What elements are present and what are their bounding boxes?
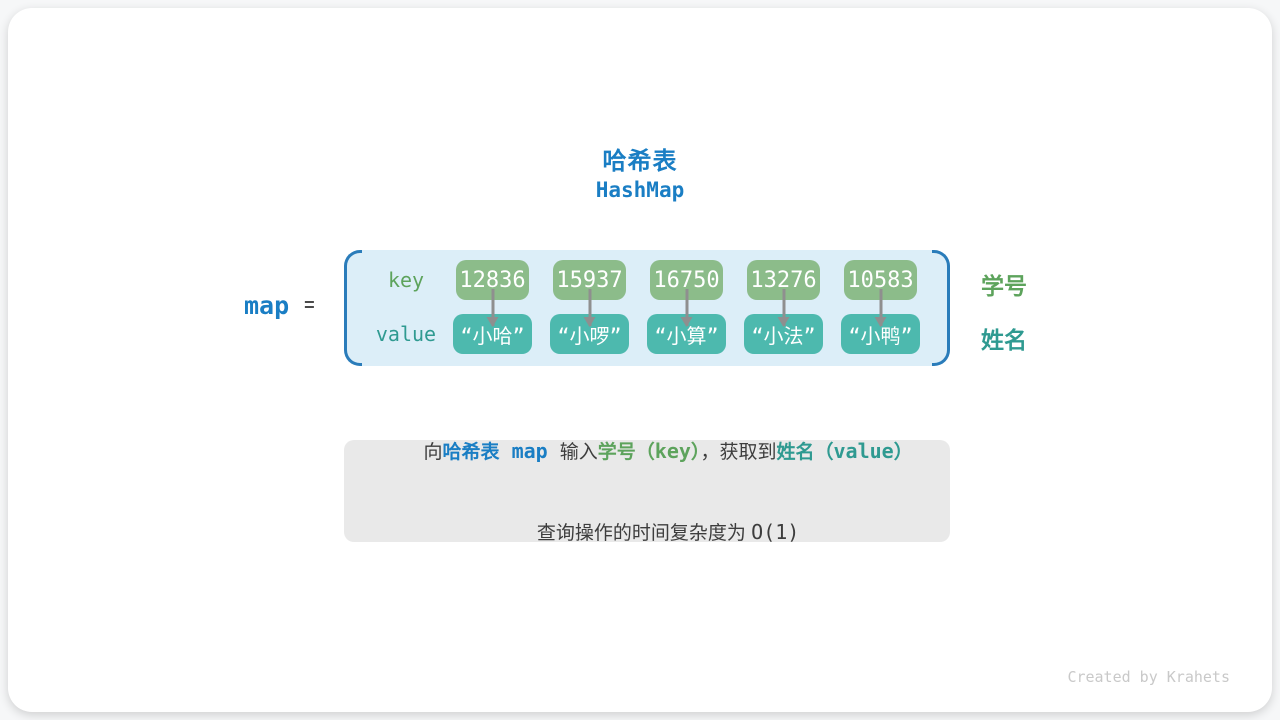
note-line-2: 查询操作的时间复杂度为 O(1)	[495, 496, 800, 567]
note-text-hashtable: 哈希表	[442, 442, 500, 463]
hash-entry-column: 10583 “小鸭”	[832, 250, 929, 354]
arrow-down-icon	[782, 289, 785, 326]
arrow-down-icon	[491, 289, 494, 326]
arrow-down-icon	[685, 289, 688, 326]
hash-entry-column: 15937 “小啰”	[541, 250, 638, 354]
left-bracket-icon	[344, 250, 362, 366]
arrow-down-icon	[588, 289, 591, 326]
note-text: ，获取到	[700, 442, 777, 463]
note-text: 向	[423, 442, 443, 463]
note-text-student-id: 学号	[597, 442, 636, 463]
hash-entry-column: 13276 “小法”	[735, 250, 832, 354]
note-complexity-big-o: O(1)	[751, 520, 800, 544]
arrow-down-icon	[879, 289, 882, 326]
note-text-paren: ）	[690, 442, 701, 463]
note-text-name: 姓名	[776, 442, 815, 463]
note-text: 输入	[559, 442, 598, 463]
hash-table-panel: key value 12836 “小哈” 15937 “小啰” 16750 “小…	[344, 250, 950, 366]
value-box: “小哈”	[453, 314, 532, 354]
page-subtitle: HashMap	[595, 178, 685, 202]
value-row-label: value	[375, 322, 437, 346]
note-text-value: value	[833, 439, 894, 463]
note-line-1: 向哈希表 map 输入学号（key），获取到姓名（value）	[381, 415, 913, 486]
right-bracket-icon	[932, 250, 950, 366]
key-row-label: key	[387, 268, 425, 292]
map-equals-label: map =	[244, 291, 315, 320]
side-label-student-id: 学号	[981, 273, 1027, 299]
value-box: “小啰”	[550, 314, 629, 354]
hash-entry-column: 12836 “小哈”	[444, 250, 541, 354]
value-box: “小鸭”	[841, 314, 920, 354]
page-title: 哈希表	[602, 148, 678, 175]
note-complexity-text: 查询操作的时间复杂度为	[536, 523, 752, 544]
note-text-key: key	[654, 439, 691, 463]
note-text-paren: ）	[893, 442, 913, 463]
note-text-map: map	[499, 439, 560, 463]
diagram-card: 哈希表 HashMap map = key value 12836 “小哈” 1…	[8, 8, 1272, 712]
hash-entries: 12836 “小哈” 15937 “小啰” 16750 “小算” 13276	[444, 250, 929, 354]
hash-entry-column: 16750 “小算”	[638, 250, 735, 354]
credit-text: Created by Krahets	[1067, 668, 1230, 686]
note-text-paren: （	[635, 442, 655, 463]
key-box: 10583	[844, 260, 917, 300]
equals-sign: =	[304, 295, 315, 315]
map-variable-name: map	[244, 291, 290, 320]
note-text-paren: （	[814, 442, 834, 463]
side-label-name: 姓名	[981, 327, 1027, 353]
key-box: 12836	[456, 260, 529, 300]
note-box: 向哈希表 map 输入学号（key），获取到姓名（value） 查询操作的时间复…	[344, 439, 950, 544]
